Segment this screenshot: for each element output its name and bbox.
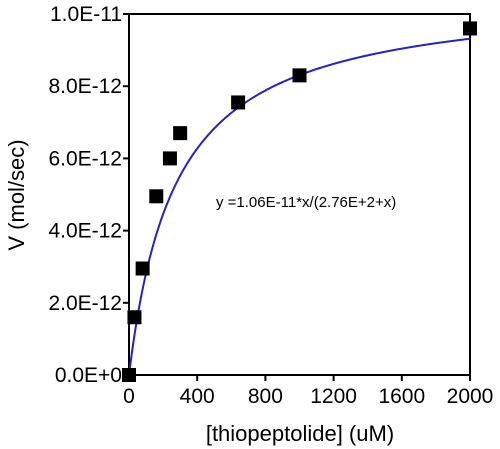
x-tick-label: 0: [123, 385, 135, 408]
y-tick-label: 2.0E-12: [48, 292, 122, 315]
data-point: [122, 368, 136, 382]
data-points: [122, 21, 477, 382]
x-axis-title: [thiopeptolide] (uM): [206, 421, 394, 446]
x-tick-label: 2000: [447, 385, 494, 408]
data-point: [173, 126, 188, 141]
x-tick-label: 400: [180, 385, 215, 408]
data-point: [231, 95, 246, 110]
y-tick-label: 8.0E-12: [48, 75, 122, 98]
x-tick-label: 1600: [378, 385, 425, 408]
y-axis: 0.0E+0 2.0E-12 4.0E-12 6.0E-12 8.0E-12 1.0E-1…: [48, 3, 129, 387]
data-point: [162, 151, 177, 166]
fit-equation: y =1.06E-11*x/(2.76E+2+x): [216, 194, 396, 211]
data-point: [127, 310, 142, 325]
data-point: [463, 21, 477, 36]
data-point: [292, 68, 307, 83]
x-axis: 0 400 800 1200 1600 2000: [123, 375, 493, 408]
x-tick-label: 800: [248, 385, 283, 408]
x-tick-label: 1200: [310, 385, 357, 408]
y-tick-label: 1.0E-11: [50, 3, 122, 26]
y-tick-label: 4.0E-12: [48, 220, 122, 243]
data-point: [149, 189, 164, 204]
y-tick-label: 6.0E-12: [48, 147, 122, 170]
data-point: [135, 261, 150, 276]
plot-frame: [128, 13, 471, 376]
y-tick-label: 0.0E+0: [55, 364, 122, 387]
y-axis-title: V (mol/sec): [4, 139, 29, 250]
